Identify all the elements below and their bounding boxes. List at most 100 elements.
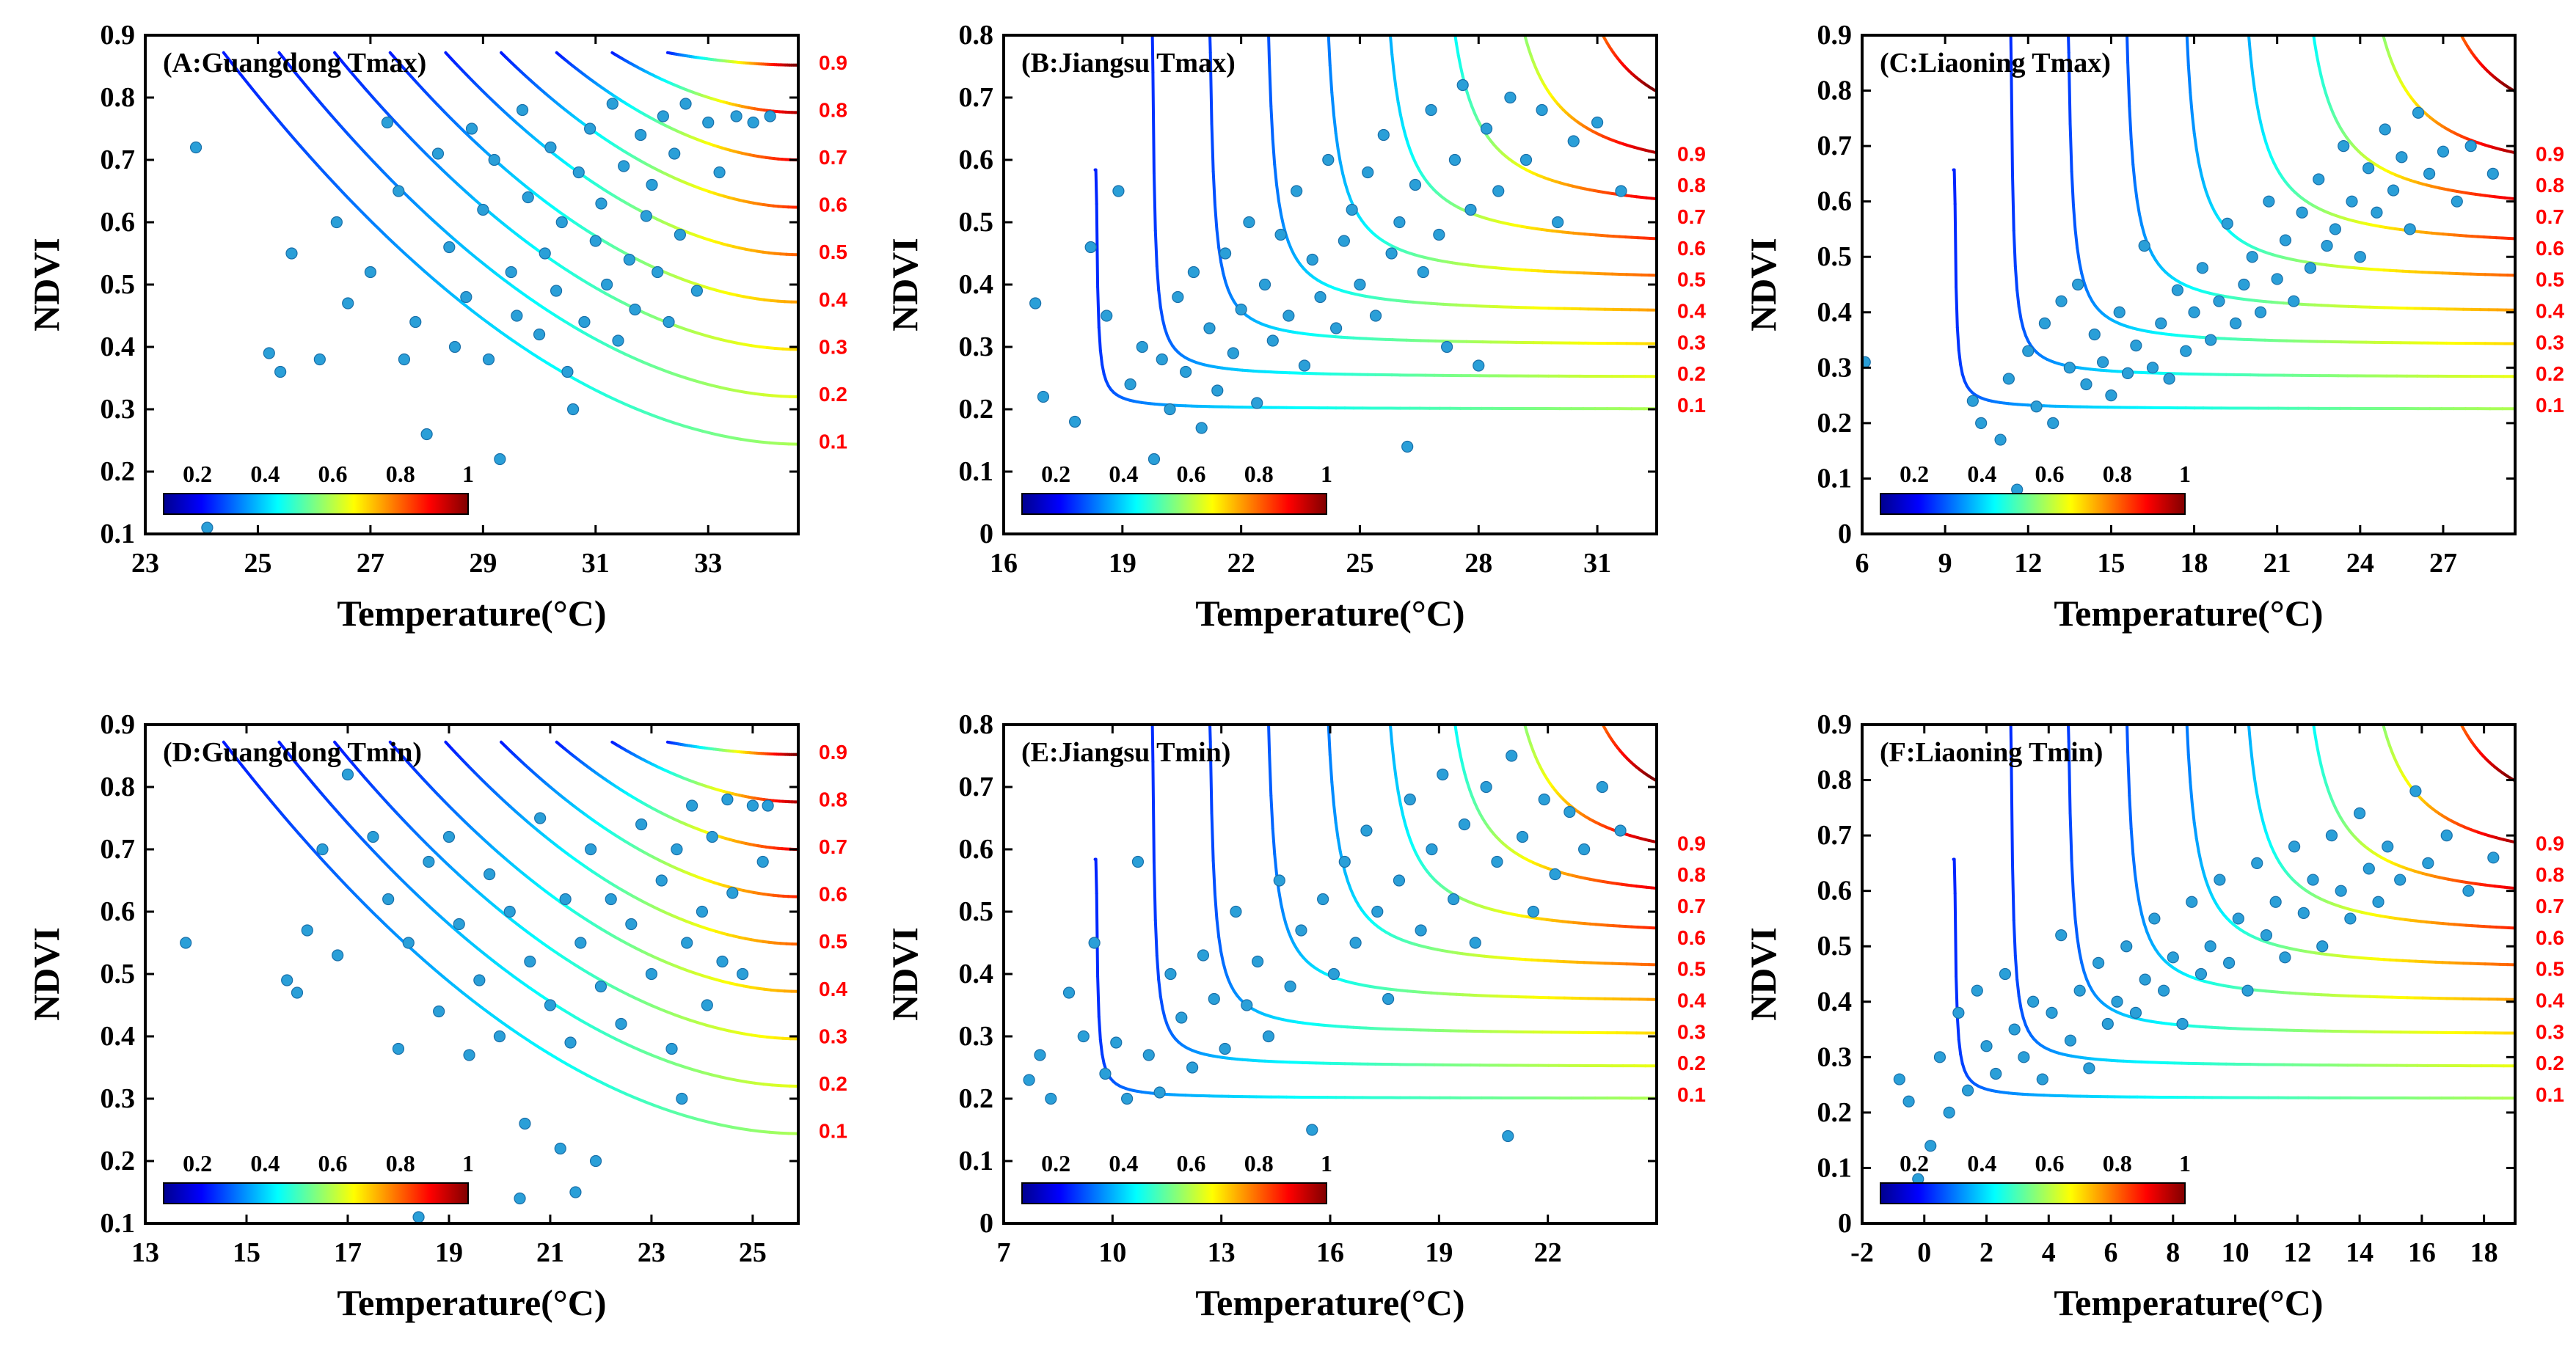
data-point: [2092, 956, 2105, 969]
x-tick-label: 13: [1208, 1237, 1236, 1268]
y-tick-label: 0.7: [1817, 820, 1853, 851]
data-point: [584, 122, 596, 135]
contour-level-label: 0.5: [1677, 958, 1706, 981]
data-point: [2238, 278, 2250, 291]
contour-segment-7: [1453, 704, 1455, 720]
contour-segment-3: [2071, 203, 2077, 231]
contour-segment-4: [429, 786, 439, 797]
data-point: [409, 315, 422, 329]
contour-segment-2: [407, 196, 420, 208]
data-point: [645, 967, 658, 981]
contour-segment-1: [1096, 975, 1101, 1019]
contour-level-label: 0.8: [819, 98, 847, 121]
data-point: [1536, 103, 1548, 117]
contour-segment-7: [1456, 54, 1462, 68]
data-point: [1197, 949, 1210, 962]
contour-segment-1: [241, 765, 254, 780]
data-point: [601, 278, 613, 291]
panels-root: 0.10.20.30.40.50.60.70.80.90.10.20.30.40…: [26, 20, 2564, 1323]
data-point: [2222, 956, 2236, 969]
y-tick-label: 0.1: [1817, 463, 1853, 494]
contour-segment-1: [682, 1113, 695, 1120]
contour-segment-3: [580, 967, 591, 975]
contour-segment-3: [549, 257, 561, 267]
data-point: [671, 843, 683, 856]
x-tick-label: 14: [2346, 1237, 2374, 1268]
contour-segment-1: [337, 876, 350, 889]
contour-segment-2: [727, 387, 740, 393]
data-point: [420, 428, 433, 441]
data-point: [2279, 234, 2292, 246]
colorbar-tick-label: 0.8: [386, 1150, 415, 1176]
contour-segment-5: [1328, 64, 1334, 95]
contour-segment-7: [1454, 41, 1460, 57]
contour-segment-8: [1519, 700, 1521, 708]
contour-segment-5: [1341, 172, 1347, 185]
contour-segment-3: [1217, 935, 1223, 953]
data-point: [1195, 422, 1208, 434]
x-tick-label: 9: [1938, 548, 1952, 579]
x-tick-label: 16: [2408, 1237, 2436, 1268]
y-axis-label: NDVI: [1743, 238, 1784, 332]
contour-segment-1: [624, 1092, 638, 1099]
data-point: [522, 191, 534, 204]
contour-segment-1: [1094, 857, 1098, 896]
contour-segment-2: [2015, 288, 2021, 309]
data-point: [606, 98, 619, 110]
y-tick-label: 0: [979, 519, 993, 549]
contour-segment-6: [2247, 725, 2252, 746]
data-point: [690, 285, 703, 297]
contour-segment-3: [565, 957, 576, 966]
contour-segment-1: [231, 63, 244, 79]
contour-segment-4: [2138, 902, 2144, 917]
contour-segment-1: [375, 225, 388, 238]
contour-segment-3: [417, 146, 429, 157]
contour-segment-4: [409, 764, 419, 775]
contour-segment-2: [2009, 725, 2013, 764]
contour-segment-2: [424, 901, 437, 913]
contour-segment-2: [701, 381, 714, 387]
contour-segment-4: [2131, 163, 2137, 186]
contour-level-label: 0.8: [1677, 863, 1706, 886]
contour-segment-6: [2249, 53, 2254, 75]
data-point: [2221, 217, 2233, 230]
data-point: [681, 937, 693, 949]
contour-segment-7: [1459, 65, 1464, 78]
contour-segment-4: [388, 51, 399, 62]
data-point: [1362, 166, 1374, 179]
contour-segment-3: [426, 153, 437, 164]
contour-segment-1: [538, 1046, 551, 1055]
data-point: [2321, 240, 2333, 252]
data-point: [2387, 184, 2400, 197]
data-point: [381, 116, 394, 129]
contour-segment-1: [356, 206, 369, 219]
x-tick-label: 31: [582, 548, 610, 579]
data-point: [652, 266, 664, 279]
contour-segment-6: [1394, 87, 1400, 104]
contour-segment-1: [241, 76, 254, 91]
contour-segment-1: [308, 155, 321, 169]
data-point: [367, 830, 379, 843]
y-tick-label: 0.5: [1817, 931, 1853, 962]
contour-segment-3: [2076, 246, 2081, 264]
contour-segment-3: [533, 936, 545, 945]
contour-segment-3: [2076, 935, 2081, 953]
data-point: [1527, 905, 1539, 918]
colorbar-tick-label: 0.6: [318, 1150, 348, 1176]
points-group: [180, 768, 774, 1223]
plot-frame: [1861, 723, 2517, 1225]
data-point: [1516, 830, 1529, 843]
contour-segment-2: [2019, 318, 2025, 330]
contour-segment-4: [490, 845, 501, 855]
contour-segment-5: [2202, 181, 2208, 194]
x-tick-label: 19: [435, 1237, 463, 1268]
y-tick-label: 0.4: [959, 959, 994, 989]
data-point: [448, 340, 461, 354]
contour-segment-3: [356, 768, 368, 780]
data-point: [533, 328, 546, 341]
contour-segment-1: [643, 411, 657, 418]
contour-segment-2: [554, 1003, 566, 1013]
colorbar-gradient: [1021, 1182, 1327, 1204]
colorbar: 0.2 0.4 0.6 0.8 1: [1880, 1150, 2191, 1204]
contour-level-label: 0.3: [2536, 331, 2564, 354]
